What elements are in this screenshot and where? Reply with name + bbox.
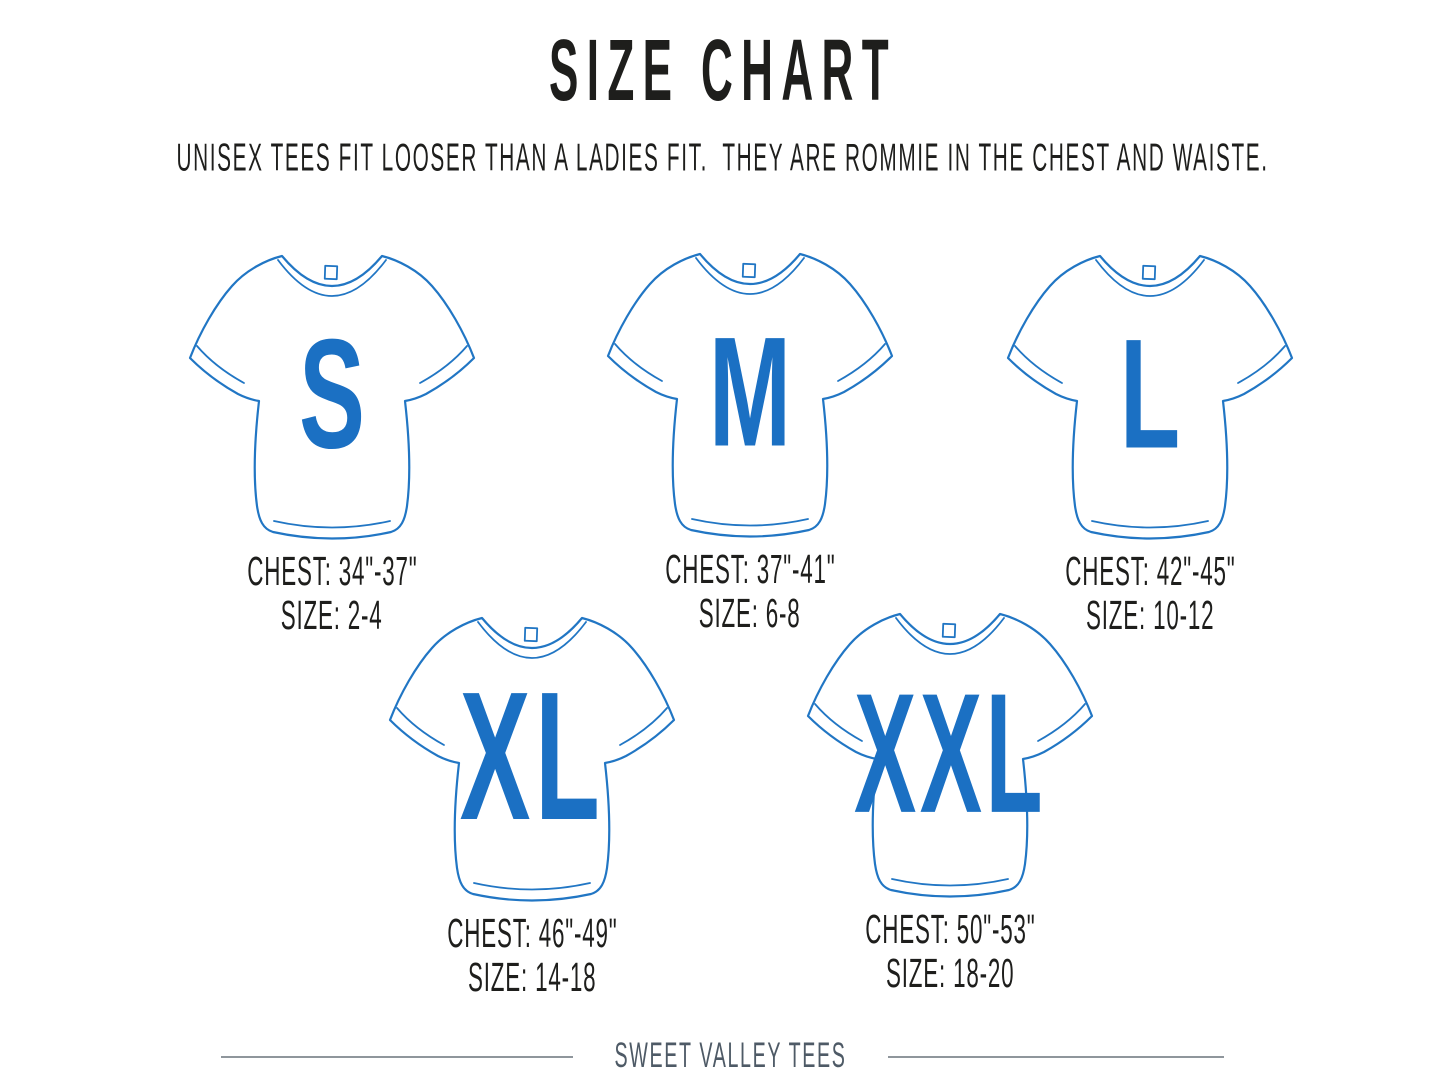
divider-left — [221, 1056, 573, 1058]
page-title: SIZE CHART — [548, 21, 897, 119]
tshirt-icon — [388, 616, 676, 902]
shirt-figure-l: L CHEST: 42"-45" SIZE: 10-12 — [980, 240, 1320, 638]
tshirt-icon — [1006, 254, 1294, 540]
chest-measurement: CHEST: 34"-37" — [246, 548, 418, 594]
shirt-figure-s: S CHEST: 34"-37" SIZE: 2-4 — [162, 240, 502, 638]
size-range: SIZE: 18-20 — [885, 950, 1015, 996]
page-subtitle: UNISEX TEES FIT LOOSER THAN A LADIES FIT… — [176, 133, 1269, 179]
tshirt-illustration: XL — [362, 602, 702, 912]
tshirt-icon — [806, 612, 1094, 898]
chest-measurement: CHEST: 46"-49" — [446, 910, 618, 956]
footer: SWEET VALLEY TEES — [0, 1035, 1445, 1079]
shirt-figure-xl: XL CHEST: 46"-49" SIZE: 14-18 — [362, 602, 702, 1000]
tshirt-icon — [188, 254, 476, 540]
tshirt-illustration: XXL — [780, 598, 1120, 908]
tshirt-icon — [606, 252, 894, 538]
chest-measurement: CHEST: 42"-45" — [1064, 548, 1236, 594]
shirt-figure-xxl: XXL CHEST: 50"-53" SIZE: 18-20 — [780, 598, 1120, 996]
divider-right — [888, 1056, 1224, 1058]
footer-brand: SWEET VALLEY TEES — [614, 1036, 847, 1076]
shirt-figure-m: M CHEST: 37"-41" SIZE: 6-8 — [580, 238, 920, 636]
size-range: SIZE: 14-18 — [467, 954, 597, 1000]
size-range: SIZE: 2-4 — [281, 592, 383, 638]
chest-measurement: CHEST: 37"-41" — [664, 546, 836, 592]
size-range: SIZE: 6-8 — [699, 590, 801, 636]
tshirt-illustration: S — [162, 240, 502, 550]
chest-measurement: CHEST: 50"-53" — [864, 906, 1036, 952]
tshirt-illustration: L — [980, 240, 1320, 550]
size-range: SIZE: 10-12 — [1085, 592, 1215, 638]
tshirt-illustration: M — [580, 238, 920, 548]
